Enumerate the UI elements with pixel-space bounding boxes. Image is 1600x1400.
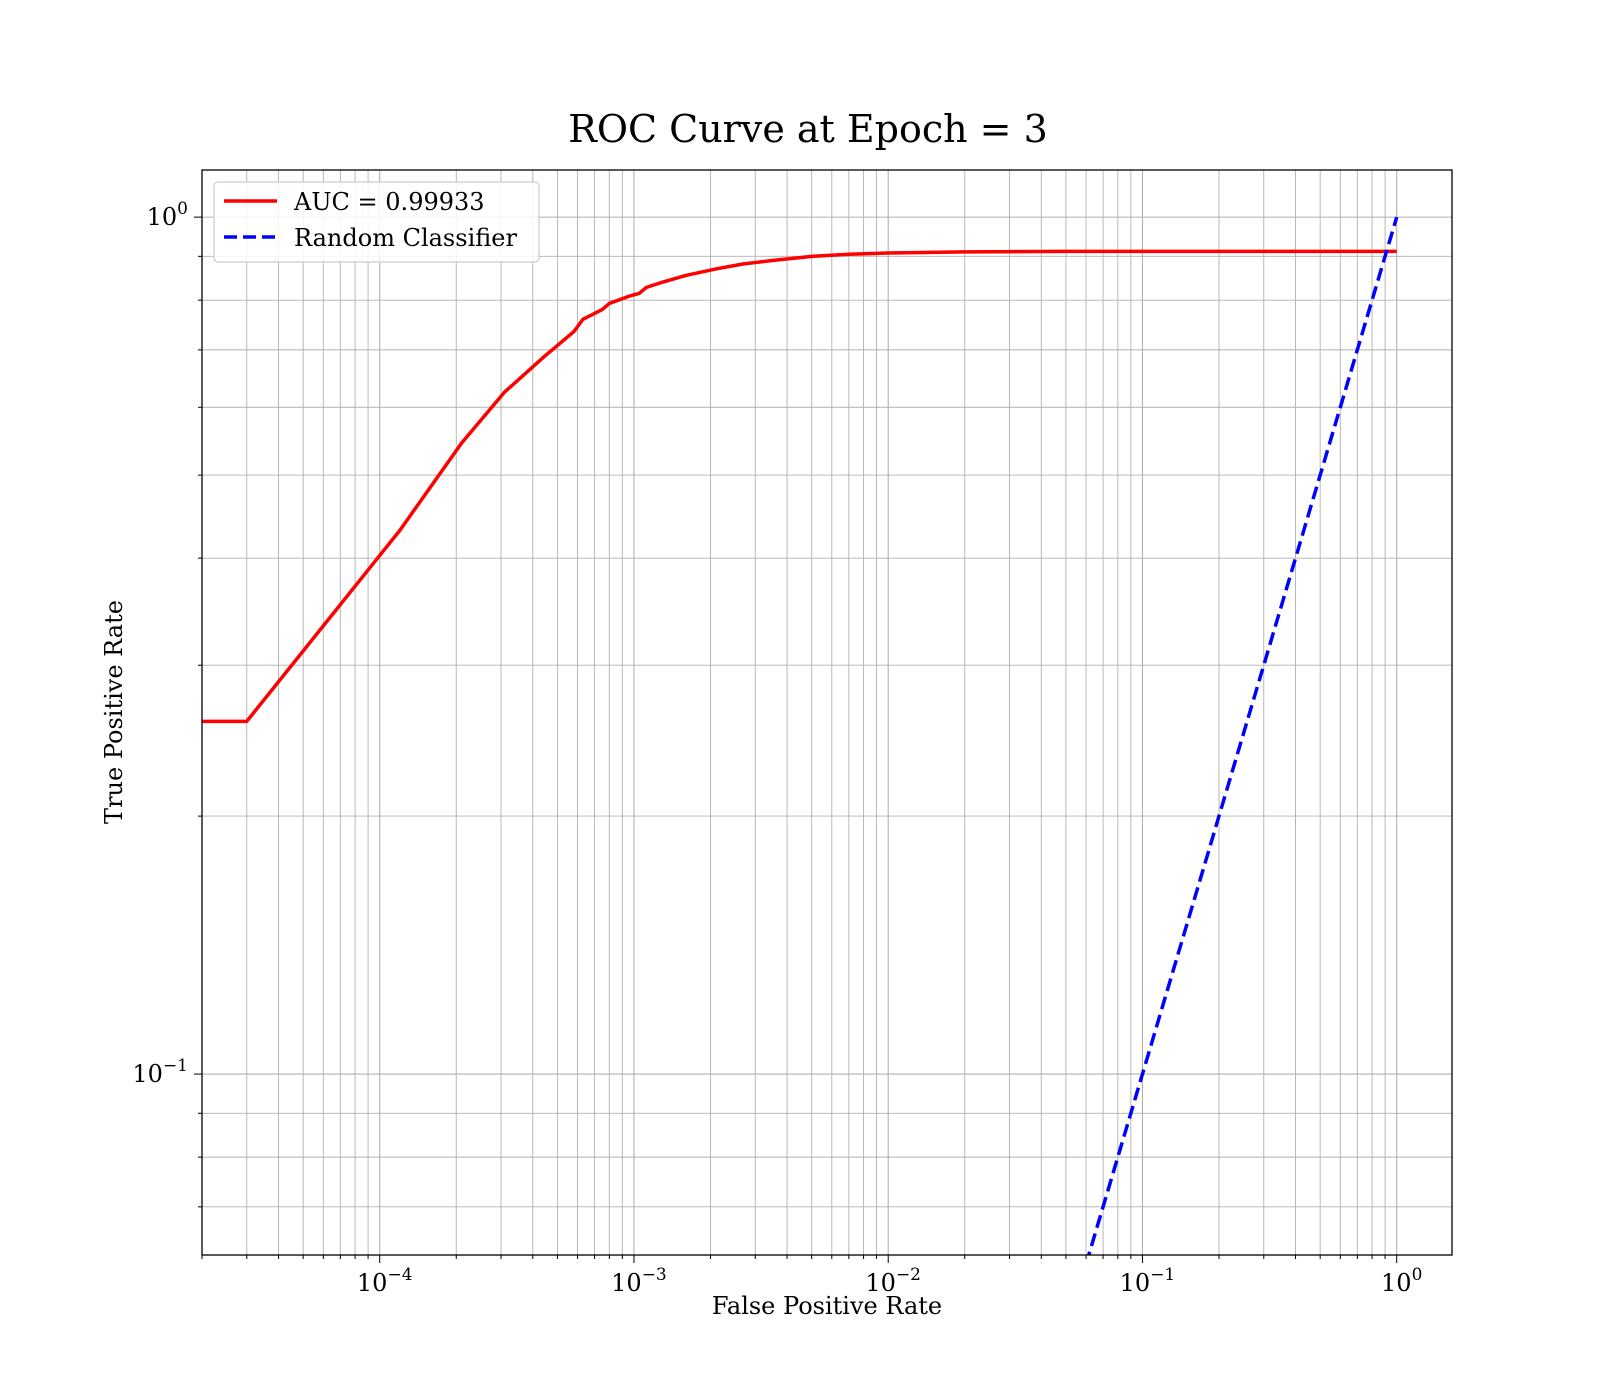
y-axis-label: True Positive Rate xyxy=(100,600,128,824)
x-axis-label: False Positive Rate xyxy=(712,1292,942,1320)
series-layer xyxy=(202,216,1399,1255)
series-line-1 xyxy=(1086,216,1399,1255)
x-tick-label: 10−4 xyxy=(357,1265,413,1297)
ticks xyxy=(194,216,1398,1263)
chart-title: ROC Curve at Epoch = 3 xyxy=(568,107,1048,151)
tick-labels: 10−4 10−3 10−2 10−1 100 10−1 100 xyxy=(132,199,1422,1297)
x-tick-label: 100 xyxy=(1381,1265,1422,1297)
legend-label-random-classifier: Random Classifier xyxy=(294,224,517,252)
grid xyxy=(201,170,1452,1255)
legend-box xyxy=(213,181,540,263)
series-line-0 xyxy=(202,249,1397,724)
x-tick-label: 10−2 xyxy=(865,1265,921,1297)
y-tick-label: 100 xyxy=(147,199,188,231)
x-tick-label: 10−3 xyxy=(611,1265,667,1297)
plot-frame xyxy=(201,169,1453,1256)
x-tick-label: 10−1 xyxy=(1120,1265,1176,1297)
y-tick-label: 10−1 xyxy=(132,1056,188,1088)
legend: AUC = 0.99933 Random Classifier xyxy=(213,181,540,263)
legend-label-auc: AUC = 0.99933 xyxy=(293,188,485,216)
